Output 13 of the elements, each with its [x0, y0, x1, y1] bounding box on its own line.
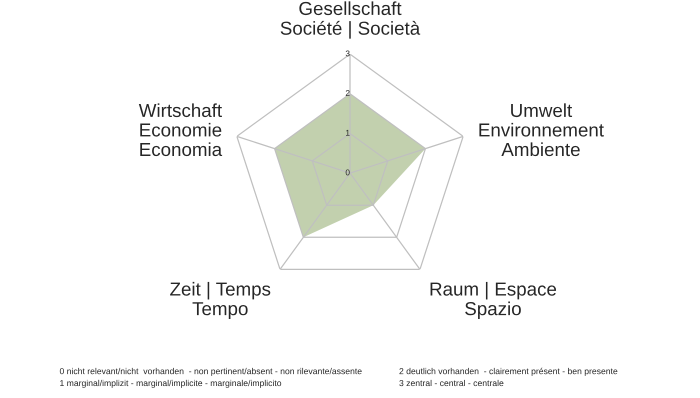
- y-tick-label: 0: [346, 169, 350, 176]
- text: 1 marginal/implizit - marginal/implicite - marginale/implicito: [60, 380, 282, 388]
- y-tick-label: 3: [346, 50, 350, 56]
- y-tick-label: 1: [346, 130, 350, 136]
- spoke-label: Gesellschaft Société | Società: [280, 1, 420, 39]
- spoke-label: Umwelt Environnement Ambiente: [479, 103, 604, 156]
- text: 3 zentral - central - centrale: [399, 380, 504, 386]
- text: 2 deutlich vorhanden - clairement présent - ben presente: [399, 368, 618, 376]
- y-tick-label: 2: [346, 90, 350, 96]
- text: 0 nicht relevant/nicht vorhanden - non pertinent/absent - non rilevante/assente: [60, 368, 362, 376]
- spoke-label: Zeit | Temps Tempo: [170, 282, 270, 319]
- spoke-label: Raum | Espace Spazio: [430, 282, 556, 319]
- spoke-label: Wirtschaft Economie Economia: [138, 103, 222, 156]
